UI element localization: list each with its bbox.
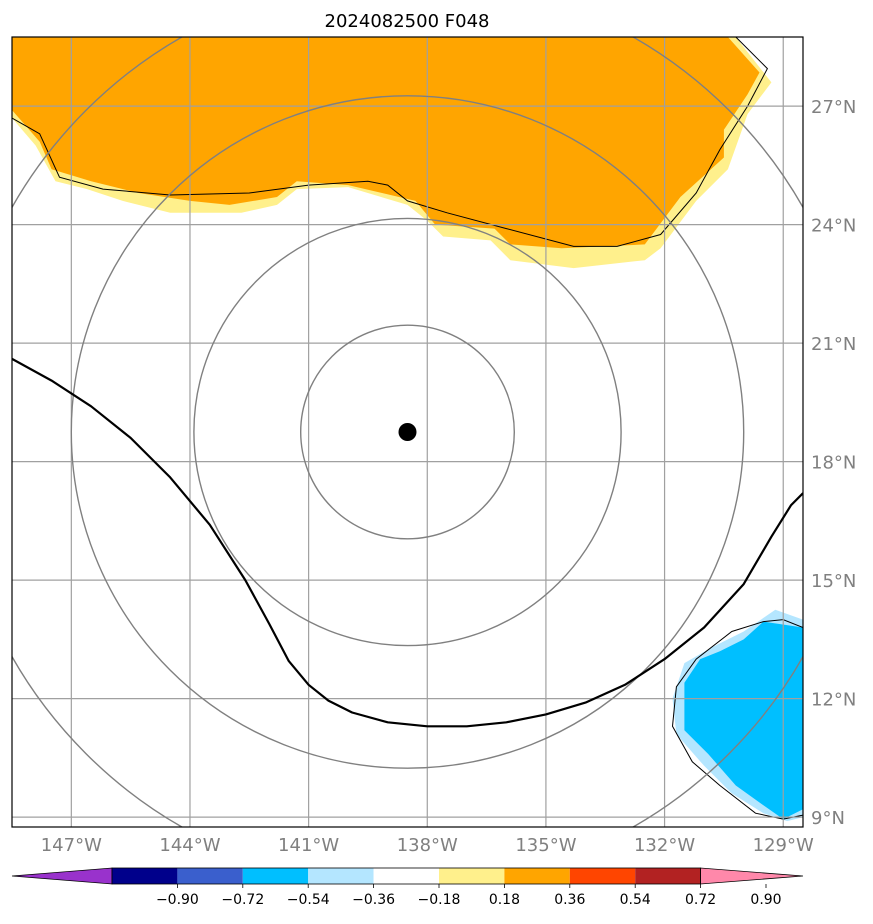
range-rings (12, 37, 803, 827)
colorbar-tick-label: −0.36 (352, 892, 395, 908)
contour-line (12, 357, 803, 728)
longitude-tick-label: 132°W (634, 835, 695, 856)
latitude-tick-label: 21°N (811, 334, 856, 355)
latitude-tick-label: 27°N (811, 97, 856, 118)
colorbar-tick-label: 0.54 (620, 892, 651, 908)
axis-tick-labels: 147°W 144°W 141°W 138°W 135°W 132°W 129°W 27°N 2… (41, 97, 857, 856)
map-frame (11, 36, 804, 828)
colorbar-segment (569, 868, 636, 884)
range-ring (300, 324, 516, 540)
colorbar-segment (635, 868, 701, 884)
range-ring (70, 95, 745, 769)
negative-anomaly-core-region (684, 621, 803, 820)
map-content (12, 37, 803, 827)
latitude-tick-label: 24°N (811, 216, 856, 237)
colorbar-tick-label: 0.36 (554, 892, 585, 908)
colorbar-segment (439, 868, 505, 884)
longitude-tick-label: 141°W (278, 835, 339, 856)
longitude-tick-label: 129°W (753, 835, 814, 856)
colorbar-tick-label: 0.90 (750, 892, 781, 908)
colorbar-segment (242, 868, 309, 884)
colorbar-segment (308, 868, 374, 884)
positive-anomaly-core-region (12, 37, 760, 249)
longitude-tick-label: 144°W (159, 835, 220, 856)
latitude-tick-label: 12°N (811, 690, 856, 711)
storm-center-marker (398, 423, 417, 441)
contour-lines (12, 357, 803, 728)
colorbar-tick-label: 0.18 (489, 892, 520, 908)
colorbar-tick-label: 0.72 (685, 892, 716, 908)
latitude-tick-label: 9°N (811, 808, 845, 829)
longitude-tick-label: 138°W (397, 835, 458, 856)
shaded-regions (12, 37, 803, 822)
latitude-tick-label: 18°N (811, 453, 856, 474)
region-outline (671, 619, 803, 820)
colorbar-tick-label: −0.90 (156, 892, 199, 908)
colorbar-tick-label: −0.18 (418, 892, 461, 908)
colorbar: −0.90 −0.72 −0.54 −0.36 −0.18 0.18 0.36 0.54 0.7… (11, 867, 804, 908)
longitude-tick-label: 147°W (41, 835, 102, 856)
map-title: 2024082500 F048 (325, 11, 490, 32)
colorbar-frame (111, 867, 701, 885)
colorbar-extend-low (11, 867, 113, 885)
latitude-tick-label: 15°N (811, 571, 856, 592)
colorbar-extend-high (700, 867, 804, 885)
colorbar-segment (177, 868, 243, 884)
colorbar-tick-label: −0.72 (221, 892, 264, 908)
colorbar-segment (112, 868, 178, 884)
graticule (12, 37, 803, 827)
colorbar-segment (373, 868, 439, 884)
colorbar-tick-label: −0.54 (287, 892, 330, 908)
longitude-tick-label: 135°W (515, 835, 576, 856)
colorbar-segment (504, 868, 570, 884)
center-markers (398, 423, 417, 441)
range-ring (193, 217, 622, 647)
